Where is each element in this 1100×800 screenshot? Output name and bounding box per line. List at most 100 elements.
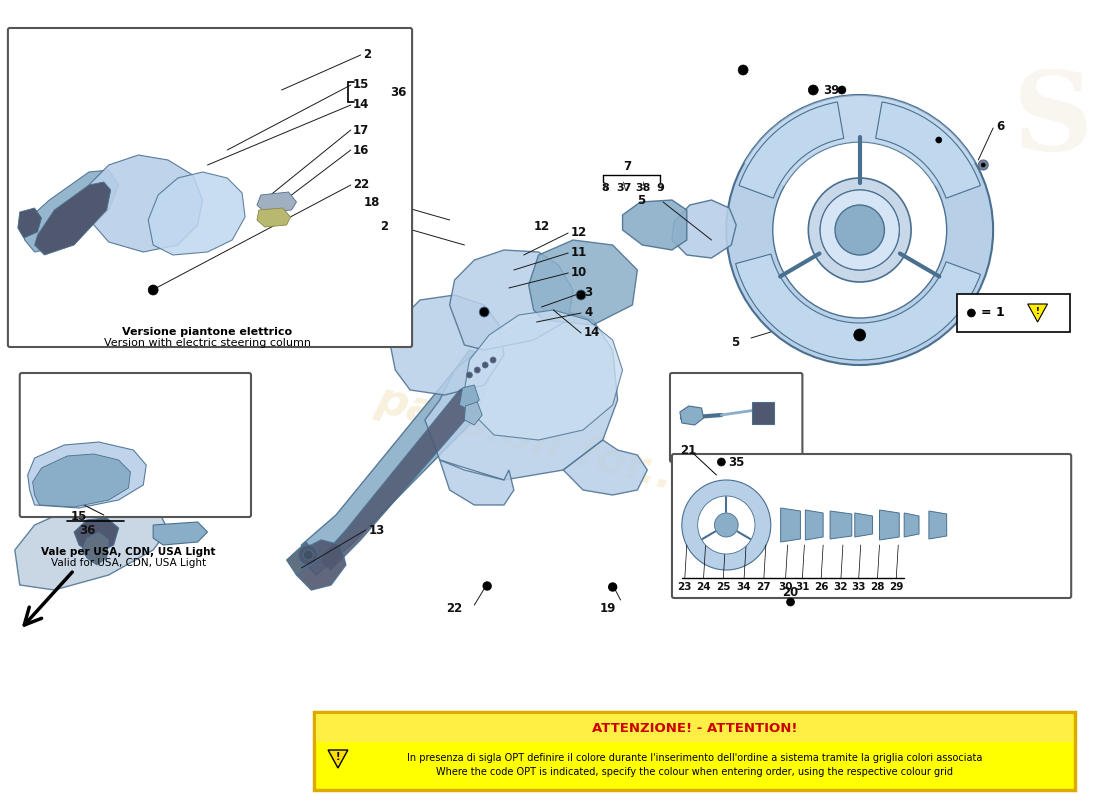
Circle shape bbox=[978, 160, 988, 170]
Text: !: ! bbox=[1036, 307, 1040, 317]
Polygon shape bbox=[287, 542, 316, 575]
Polygon shape bbox=[321, 385, 474, 570]
Circle shape bbox=[304, 550, 313, 560]
Text: 4: 4 bbox=[584, 306, 592, 319]
Polygon shape bbox=[257, 208, 290, 227]
Circle shape bbox=[717, 458, 725, 466]
Text: 31: 31 bbox=[795, 582, 810, 592]
Text: 26: 26 bbox=[814, 582, 828, 592]
Text: 13: 13 bbox=[368, 523, 385, 537]
Polygon shape bbox=[623, 200, 686, 250]
Polygon shape bbox=[390, 295, 504, 395]
Text: 34: 34 bbox=[737, 582, 751, 592]
Circle shape bbox=[821, 190, 899, 270]
Polygon shape bbox=[301, 350, 490, 575]
Text: S: S bbox=[1012, 66, 1092, 174]
Text: 30: 30 bbox=[779, 582, 793, 592]
Polygon shape bbox=[22, 170, 119, 252]
Text: 35: 35 bbox=[728, 457, 745, 470]
FancyBboxPatch shape bbox=[672, 454, 1071, 598]
Polygon shape bbox=[28, 442, 146, 508]
FancyBboxPatch shape bbox=[20, 373, 251, 517]
Text: In presenza di sigla OPT definire il colore durante l'inserimento dell'ordine a : In presenza di sigla OPT definire il col… bbox=[407, 753, 982, 763]
Polygon shape bbox=[328, 750, 348, 768]
Circle shape bbox=[682, 480, 771, 570]
Text: 2: 2 bbox=[363, 49, 371, 62]
Text: 36: 36 bbox=[79, 523, 95, 537]
Circle shape bbox=[697, 496, 755, 554]
Circle shape bbox=[936, 137, 942, 143]
Text: 21: 21 bbox=[680, 443, 696, 457]
Polygon shape bbox=[440, 460, 514, 505]
Circle shape bbox=[786, 598, 794, 606]
Polygon shape bbox=[148, 172, 245, 255]
Wedge shape bbox=[876, 102, 980, 198]
Wedge shape bbox=[736, 254, 980, 360]
Circle shape bbox=[981, 163, 986, 167]
Circle shape bbox=[838, 86, 846, 94]
Text: 18: 18 bbox=[364, 195, 380, 209]
Circle shape bbox=[298, 545, 318, 565]
Text: Version with electric steering column: Version with electric steering column bbox=[104, 338, 311, 348]
Circle shape bbox=[738, 65, 748, 75]
Text: 17: 17 bbox=[353, 123, 369, 137]
Text: 22: 22 bbox=[447, 602, 463, 614]
Polygon shape bbox=[297, 540, 345, 590]
Polygon shape bbox=[464, 310, 623, 440]
Circle shape bbox=[726, 95, 993, 365]
Text: 9: 9 bbox=[657, 183, 664, 193]
Polygon shape bbox=[450, 250, 573, 350]
Text: 23: 23 bbox=[678, 582, 692, 592]
Text: 22: 22 bbox=[353, 178, 369, 191]
Polygon shape bbox=[425, 310, 617, 480]
Polygon shape bbox=[14, 500, 168, 590]
Polygon shape bbox=[33, 454, 131, 507]
Circle shape bbox=[835, 205, 884, 255]
Polygon shape bbox=[781, 508, 801, 542]
Circle shape bbox=[608, 583, 617, 591]
Text: 12: 12 bbox=[534, 221, 550, 234]
Text: 29: 29 bbox=[889, 582, 903, 592]
Text: 8: 8 bbox=[601, 183, 608, 193]
Text: !: ! bbox=[336, 752, 340, 762]
Text: Versione piantone elettrico: Versione piantone elettrico bbox=[122, 327, 293, 337]
Polygon shape bbox=[529, 240, 637, 325]
Text: ATTENZIONE! - ATTENTION!: ATTENZIONE! - ATTENTION! bbox=[592, 722, 798, 734]
Circle shape bbox=[482, 362, 488, 368]
Circle shape bbox=[808, 178, 911, 282]
Text: Valid for USA, CDN, USA Light: Valid for USA, CDN, USA Light bbox=[51, 558, 206, 568]
Polygon shape bbox=[153, 522, 208, 545]
FancyBboxPatch shape bbox=[670, 373, 802, 462]
Text: 36: 36 bbox=[390, 86, 407, 98]
Circle shape bbox=[854, 329, 866, 341]
Text: 16: 16 bbox=[353, 143, 370, 157]
Text: 5: 5 bbox=[732, 335, 739, 349]
Text: 20: 20 bbox=[782, 586, 799, 598]
Circle shape bbox=[715, 513, 738, 537]
Bar bbox=[315, 712, 1075, 790]
Circle shape bbox=[808, 85, 818, 95]
Polygon shape bbox=[1027, 304, 1047, 322]
Polygon shape bbox=[928, 511, 947, 539]
Text: 25: 25 bbox=[716, 582, 730, 592]
Circle shape bbox=[466, 372, 472, 378]
Circle shape bbox=[491, 357, 496, 363]
Text: 27: 27 bbox=[757, 582, 771, 592]
Polygon shape bbox=[904, 513, 918, 537]
Bar bbox=[752, 402, 773, 424]
FancyBboxPatch shape bbox=[8, 28, 412, 347]
Text: 28: 28 bbox=[870, 582, 884, 592]
Circle shape bbox=[474, 367, 481, 373]
Text: Where the code OPT is indicated, specify the colour when entering order, using t: Where the code OPT is indicated, specify… bbox=[437, 767, 954, 777]
Text: Vale per USA, CDN, USA Light: Vale per USA, CDN, USA Light bbox=[41, 547, 216, 557]
Polygon shape bbox=[74, 518, 119, 555]
Polygon shape bbox=[82, 532, 109, 565]
Polygon shape bbox=[880, 510, 899, 540]
Circle shape bbox=[967, 309, 976, 317]
Text: 24: 24 bbox=[696, 582, 711, 592]
Text: passion for...: passion for... bbox=[372, 378, 695, 502]
Circle shape bbox=[576, 290, 586, 300]
Text: 11: 11 bbox=[571, 246, 587, 259]
Text: 32: 32 bbox=[834, 582, 848, 592]
Text: 10: 10 bbox=[571, 266, 587, 279]
